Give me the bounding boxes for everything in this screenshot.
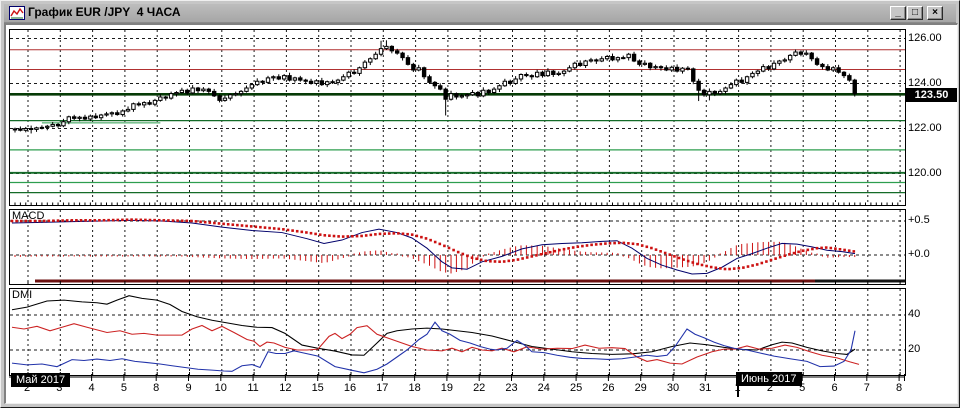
y-tick-label: +0.0 xyxy=(908,248,930,260)
axis-day-label: 29 xyxy=(634,382,647,394)
app-icon xyxy=(9,6,25,25)
minimize-button[interactable]: _ xyxy=(890,6,906,20)
y-tick-label: 20 xyxy=(908,343,921,355)
axis-day-label: 8 xyxy=(153,382,160,394)
axis-day-label: 3 xyxy=(56,382,63,394)
axis-day-label: 5 xyxy=(120,382,127,394)
axis-day-label: 23 xyxy=(505,382,518,394)
axis-day-label: 17 xyxy=(376,382,389,394)
axis-day-label: 2 xyxy=(766,382,773,394)
axis-day-label: 9 xyxy=(185,382,192,394)
y-tick-label: 40 xyxy=(908,308,921,320)
axis-day-label: 18 xyxy=(408,382,421,394)
axis-day-label: 5 xyxy=(799,382,806,394)
y-tick-label: 122.00 xyxy=(908,121,942,134)
axis-day-label: 12 xyxy=(279,382,292,394)
macd-label: MACD xyxy=(12,210,45,222)
y-tick-label: 124.00 xyxy=(908,76,942,89)
axis-day-label: 4 xyxy=(88,382,95,394)
y-tick-label: +0.5 xyxy=(908,214,930,226)
y-tick-label: 126.00 xyxy=(908,31,942,44)
title-bar[interactable]: График EUR /JPY 4 ЧАСА _ □ × xyxy=(4,4,956,23)
axis-day-label: 7 xyxy=(863,382,870,394)
axis-day-label: 30 xyxy=(666,382,680,394)
current-price-badge: 123.50 xyxy=(906,88,957,102)
axis-day-label: 31 xyxy=(699,382,712,394)
dmi-label: DMI xyxy=(12,289,33,301)
month-label-may: Май 2017 xyxy=(11,373,71,387)
axis-day-label: 11 xyxy=(247,382,259,394)
axis-day-label: 10 xyxy=(214,382,227,394)
axis-day-label: 19 xyxy=(440,382,454,394)
month-separator xyxy=(737,373,739,397)
maximize-button[interactable]: □ xyxy=(907,6,923,20)
axis-day-label: 6 xyxy=(831,382,838,394)
axis-day-label: 16 xyxy=(343,382,357,394)
price-chart-panel[interactable] xyxy=(9,29,906,206)
month-label-june: Июнь 2017 xyxy=(736,372,802,386)
close-button[interactable]: × xyxy=(927,6,943,20)
y-tick-label: 120.00 xyxy=(908,166,942,179)
axis-day-label: 24 xyxy=(537,382,550,394)
axis-day-label: 22 xyxy=(473,382,486,394)
axis-day-label: 2 xyxy=(23,382,31,394)
axis-day-label: 8 xyxy=(896,382,903,394)
axis-day-label: 25 xyxy=(569,382,583,394)
window-title: График EUR /JPY 4 ЧАСА xyxy=(28,5,181,19)
macd-panel[interactable]: MACD xyxy=(9,209,906,285)
axis-day-label: 15 xyxy=(311,382,324,394)
dmi-panel[interactable]: DMI xyxy=(9,288,906,376)
axis-day-label: 26 xyxy=(602,382,615,394)
